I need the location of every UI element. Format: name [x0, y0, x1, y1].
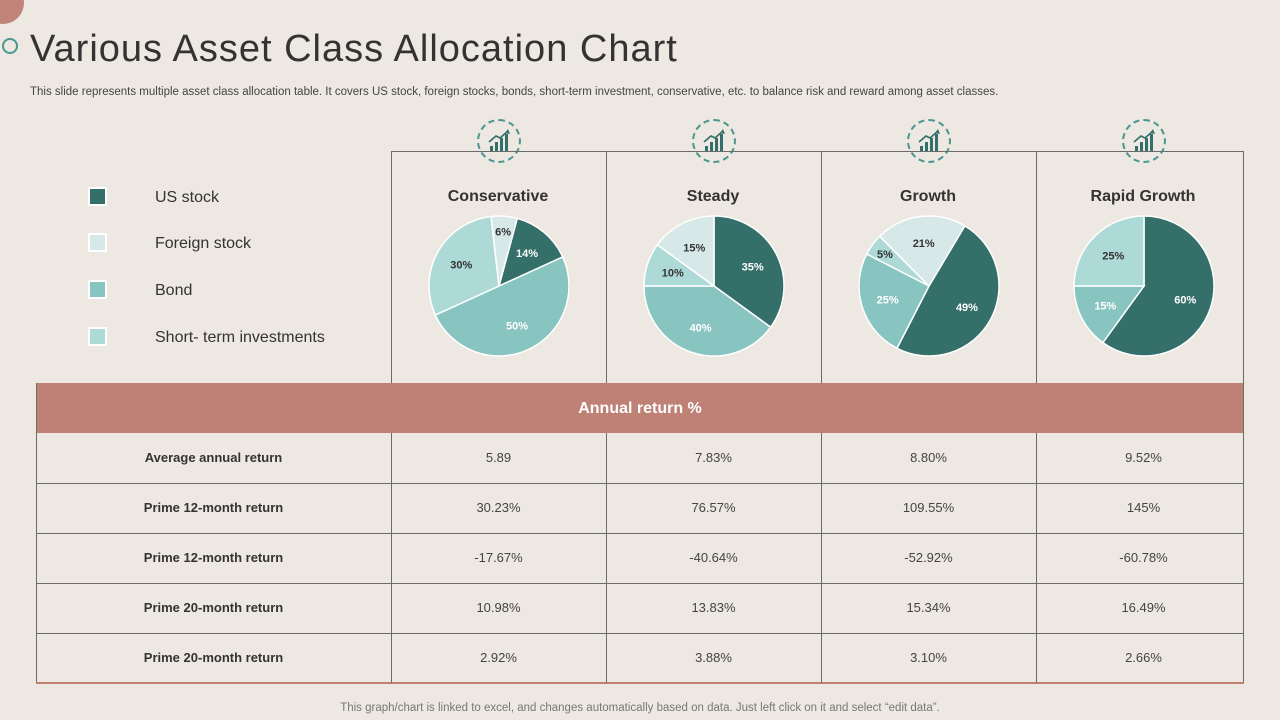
- grid-line: [36, 682, 1244, 684]
- legend-item: Short- term investments: [88, 326, 388, 350]
- pie-slice: [642, 285, 772, 357]
- grid-line: [821, 433, 822, 683]
- legend-swatch: [88, 187, 107, 206]
- page-subtitle: This slide represents multiple asset cla…: [30, 86, 999, 98]
- grid-line: [606, 151, 607, 383]
- legend-label: Foreign stock: [155, 235, 252, 252]
- table-cell: 76.57%: [691, 500, 736, 515]
- table-cell: 2.92%: [480, 650, 517, 665]
- decorative-circle: [0, 0, 24, 24]
- legend-item: US stock: [88, 186, 388, 210]
- pie-chart-steady: 35% 40% 10% 15%: [642, 215, 785, 357]
- pie-slice-label: 15%: [1094, 301, 1116, 313]
- grid-line: [821, 151, 822, 383]
- grid-line: [391, 151, 1244, 152]
- table-cell: -60.78%: [1119, 550, 1168, 565]
- pie-slice-label: 10%: [661, 268, 683, 280]
- pie-slice: [878, 215, 966, 288]
- pie-slice-label: 21%: [912, 238, 934, 250]
- table-cell: 30.23%: [476, 500, 521, 515]
- table-cell: 3.88%: [695, 650, 732, 665]
- grid-line: [36, 533, 1244, 534]
- table-cell: 13.83%: [691, 600, 736, 615]
- table-cell: -17.67%: [474, 550, 523, 565]
- pie-slice: [655, 215, 715, 288]
- table-cell: -52.92%: [904, 550, 953, 565]
- pie-slice-label: 60%: [1174, 294, 1196, 306]
- pie-slice-label: 50%: [505, 320, 527, 332]
- table-cell: 10.98%: [476, 600, 521, 615]
- pie-slice-label: 25%: [1102, 250, 1124, 262]
- pie-title: Steady: [686, 188, 740, 205]
- pie-chart-rapid-growth: 60% 15% 25%: [1072, 215, 1215, 357]
- grid-line: [391, 433, 392, 683]
- row-label: Average annual return: [144, 450, 283, 465]
- table-cell: 145%: [1126, 500, 1161, 515]
- bar-chart-star-icon: [691, 119, 736, 163]
- legend-swatch: [88, 233, 107, 252]
- legend-label: US stock: [155, 189, 220, 206]
- grid-line: [391, 151, 392, 383]
- pie-slice-label: 30%: [450, 260, 472, 272]
- pie-title: Rapid Growth: [1090, 188, 1196, 205]
- pie-slice: [433, 255, 570, 357]
- table-cell: 109.55%: [902, 500, 955, 515]
- grid-line: [36, 633, 1244, 634]
- legend-label: Short- term investments: [155, 329, 325, 346]
- pie-slice: [489, 215, 518, 287]
- grid-line: [606, 433, 607, 683]
- table-cell: 8.80%: [910, 450, 947, 465]
- pie-slice: [712, 215, 785, 329]
- table-cell: 2.66%: [1125, 650, 1162, 665]
- pie-slice-label: 35%: [741, 261, 763, 273]
- pie-slice-label: 15%: [683, 242, 705, 254]
- table-cell: 3.10%: [910, 650, 947, 665]
- pie-slice: [1072, 215, 1145, 287]
- pie-title: Conservative: [447, 188, 549, 205]
- row-label: Prime 20-month return: [143, 600, 284, 615]
- grid-line: [1036, 151, 1037, 383]
- table-cell: -40.64%: [689, 550, 738, 565]
- table-cell: 15.34%: [906, 600, 951, 615]
- row-label: Prime 12-month return: [143, 550, 284, 565]
- decorative-ring: [2, 38, 18, 54]
- pie-chart-conservative: 14% 50% 30% 6%: [427, 215, 570, 357]
- pie-slice: [1101, 215, 1215, 357]
- pie-title: Growth: [900, 188, 956, 205]
- pie-slice: [427, 215, 500, 317]
- pie-slice-label: 5%: [876, 249, 892, 261]
- pie-slice: [497, 217, 564, 288]
- footer-note: This graph/chart is linked to excel, and…: [340, 702, 940, 714]
- growth-chart-icon: [1121, 119, 1166, 163]
- pie-slice: [895, 224, 1000, 357]
- row-label: Prime 12-month return: [143, 500, 284, 515]
- grid-line: [36, 583, 1244, 584]
- legend-item: Bond: [88, 279, 388, 303]
- pie-slice: [1072, 285, 1145, 344]
- grid-line: [1036, 433, 1037, 683]
- table-cell: 5.89: [485, 450, 512, 465]
- table-cell: 9.52%: [1125, 450, 1162, 465]
- pie-slice-label: 25%: [876, 294, 898, 306]
- legend-swatch: [88, 327, 107, 346]
- legend-item: Foreign stock: [88, 232, 388, 256]
- pie-slice-label: 6%: [495, 227, 511, 239]
- growth-chart-icon: [476, 119, 521, 163]
- table-cell: 7.83%: [695, 450, 732, 465]
- pie-slice-label: 49%: [955, 302, 977, 314]
- legend-label: Bond: [155, 282, 193, 299]
- table-header: Annual return %: [36, 383, 1244, 433]
- pie-chart-growth: 49% 25% 5% 21%: [857, 215, 1000, 357]
- legend-swatch: [88, 280, 107, 299]
- grid-line: [1243, 151, 1244, 383]
- grid-line: [36, 483, 1244, 484]
- pie-slice-label: 14%: [516, 248, 538, 260]
- page-title: Various Asset Class Allocation Chart: [30, 28, 678, 70]
- pie-slice-label: 40%: [689, 322, 711, 334]
- row-label: Prime 20-month return: [143, 650, 284, 665]
- table-cell: 16.49%: [1121, 600, 1166, 615]
- growth-chart-icon: [906, 119, 951, 163]
